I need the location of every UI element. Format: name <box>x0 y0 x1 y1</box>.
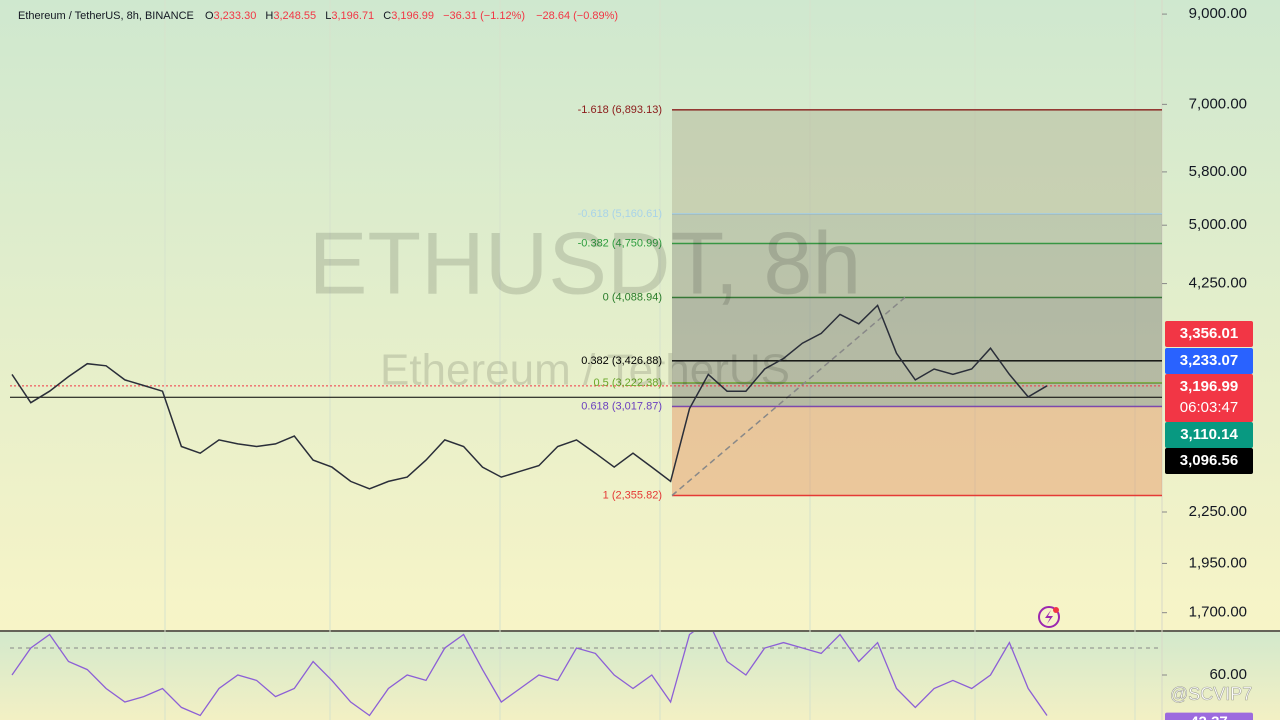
time-grid <box>164 0 1136 720</box>
fib-label: 0 (4,088.94) <box>603 291 662 303</box>
price-tag <box>1165 448 1253 474</box>
y-tick-label: 7,000.00 <box>1189 95 1247 112</box>
price-tag-label: 3,356.01 <box>1180 325 1238 342</box>
price-tag-label: 3,096.56 <box>1180 452 1238 469</box>
y-tick-label: 1,950.00 <box>1189 554 1247 571</box>
y-tick-label: 5,000.00 <box>1189 216 1247 233</box>
price-tag <box>1165 374 1253 422</box>
watermark-subtitle: Ethereum / TetherUS <box>380 346 790 395</box>
watermark-title: ETHUSDT, 8h <box>309 213 862 312</box>
y-tick-label: 60.00 <box>1209 666 1247 683</box>
close-label: C <box>383 10 391 22</box>
price-tag-label: 3,196.99 <box>1180 378 1238 395</box>
fib-zone <box>672 297 1162 361</box>
rsi-tag <box>1165 712 1253 720</box>
open-label: O <box>205 10 214 22</box>
watermark-handle: @SCVIP7 <box>1170 684 1252 704</box>
rsi-tag-label: 42.37 <box>1190 714 1228 720</box>
fib-label: 1 (2,355.82) <box>603 489 662 501</box>
header: Ethereum / TetherUS, 8h, BINANCE O3,233.… <box>18 10 618 22</box>
price-tag-label: 3,110.14 <box>1180 426 1238 443</box>
trend-line <box>671 296 906 497</box>
low-label: L <box>325 10 331 22</box>
fib-label: -0.382 (4,750.99) <box>578 237 662 249</box>
rsi-pane <box>10 632 1162 717</box>
alert-icon[interactable] <box>1038 606 1060 628</box>
rsi-background <box>0 632 1280 720</box>
high-label: H <box>265 10 273 22</box>
fib-label: -1.618 (6,893.13) <box>578 104 662 116</box>
rsi-line <box>11 632 1048 717</box>
price-tag <box>1165 422 1253 448</box>
price-tag <box>1165 348 1253 374</box>
countdown: 06:03:47 <box>1180 399 1238 416</box>
price-line-series <box>11 304 1048 490</box>
fib-zone <box>672 243 1162 298</box>
fib-zone <box>672 406 1162 496</box>
symbol: Ethereum / TetherUS, 8h, BINANCE <box>18 10 194 22</box>
fib-label: -0.618 (5,160.61) <box>578 208 662 220</box>
price-pane <box>10 109 1162 497</box>
plot: 1,700.00 1,950.00 2,250.00 4,250.00 5,000.00… <box>10 5 1253 720</box>
price-tag-label: 3,233.07 <box>1180 352 1238 369</box>
fib-label: 0.5 (3,222.38) <box>594 377 663 389</box>
y-tick-label: 2,250.00 <box>1189 503 1247 520</box>
low: 3,196.71 <box>331 10 374 22</box>
fib-zone <box>672 109 1162 214</box>
price-tag <box>1165 321 1253 347</box>
open: 3,233.30 <box>214 10 257 22</box>
fib-label: 0.618 (3,017.87) <box>581 400 662 412</box>
y-tick-label: 4,250.00 <box>1189 275 1247 292</box>
y-tick-label: 5,800.00 <box>1189 163 1247 180</box>
fib-label: 0.382 (3,426.88) <box>581 355 662 367</box>
fib-zone <box>672 360 1162 383</box>
y-tick-label: 1,700.00 <box>1189 604 1247 621</box>
change-ext: −28.64 (−0.89%) <box>536 10 618 22</box>
fib-zone <box>672 382 1162 407</box>
fib-zone <box>672 213 1162 244</box>
high: 3,248.55 <box>273 10 316 22</box>
change: −36.31 (−1.12%) <box>443 10 525 22</box>
y-tick-label: 9,000.00 <box>1189 5 1247 22</box>
close: 3,196.99 <box>391 10 434 22</box>
